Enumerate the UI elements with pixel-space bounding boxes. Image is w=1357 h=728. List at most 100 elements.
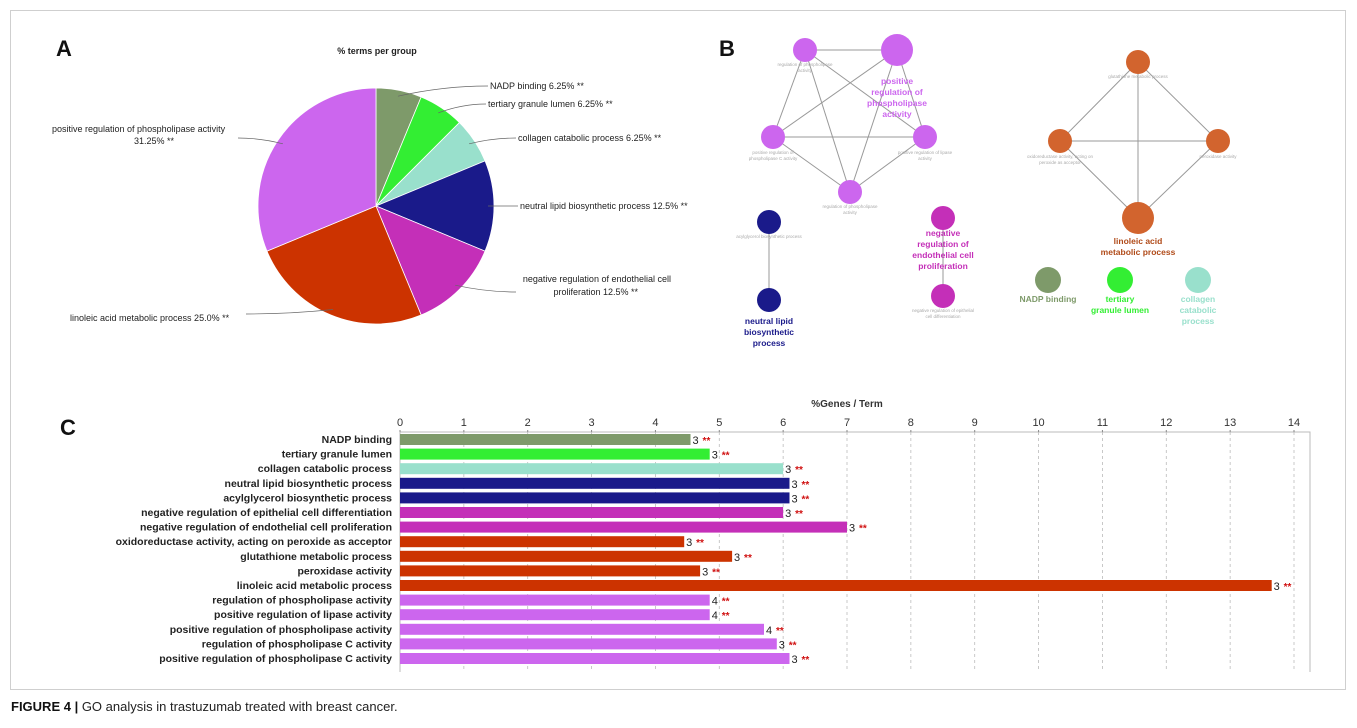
network-edge [772,136,851,193]
bar-count-label: 3 [1274,581,1280,593]
pie-slice-label: positive regulation of phospholipase act… [52,124,226,134]
go-network: regulation of phospholipaseactivityposit… [736,34,1237,348]
bar [400,536,685,548]
network-edge [804,49,926,138]
network-node-label: activity [798,68,813,73]
pie-leader-line [455,284,517,293]
network-node-label: positive regulation of lipase [898,150,953,155]
network-edge [1137,61,1219,142]
network-node [757,288,781,312]
pie-slice-label: proliferation 12.5% ** [553,287,638,297]
pie-leader-line [438,103,487,114]
network-node-label: granule lumen [1091,305,1149,315]
x-tick-label: 10 [1032,417,1044,429]
bar [400,507,784,518]
network-node-label: neutral lipid [745,316,793,326]
bar-count-label: 3 [779,639,785,651]
network-node-label: regulation of phospholipase [777,62,833,67]
bar-significance-label: ** [722,451,730,462]
bar-category-label: linoleic acid metabolic process [237,580,392,592]
bar [400,594,710,606]
bar-category-label: positive regulation of phospholipase C a… [159,653,392,665]
network-node-label: oxidoreductase activity, acting on [1027,154,1093,159]
pie-slice-label: neutral lipid biosynthetic process 12.5%… [520,201,688,211]
x-tick-label: 4 [652,417,658,429]
bar-significance-label: ** [712,567,720,578]
bar-count-label: 3 [702,566,708,578]
network-node-label: activity [843,210,858,215]
pie-title: % terms per group [337,46,417,56]
network-node [1126,50,1150,74]
panel-a-letter: A [56,36,72,61]
network-node-label: activity [918,156,933,161]
bar-significance-label: ** [802,494,810,505]
pie-slice-label: tertiary granule lumen 6.25% ** [488,99,613,109]
bar [400,609,710,621]
bar-significance-label: ** [795,509,803,520]
bar [400,463,784,475]
bar [400,448,710,460]
network-node [881,34,913,66]
bar-count-label: 4 [766,625,772,637]
network-node-label: positive regulation of [752,150,794,155]
bar-count-label: 3 [792,479,798,491]
bar-significance-label: ** [744,553,752,564]
network-node-label: peroxide as acceptor [1039,160,1081,165]
x-tick-label: 9 [972,417,978,429]
network-node-label: metabolic process [1101,247,1176,257]
bar-category-label: acylglycerol biosynthetic process [223,492,392,504]
bar-category-label: glutathione metabolic process [240,551,392,563]
network-node-label: collagen [1181,294,1215,304]
network-node-label: activity [882,109,912,119]
network-node [1185,267,1211,293]
network-node-label: process [1182,316,1215,326]
pie-chart: % terms per group NADP binding 6.25% ** te… [52,46,688,325]
pie-leader-line [245,309,334,315]
bar-category-label: NADP binding [322,434,392,446]
bar [400,550,733,562]
pie-slice-label: collagen catabolic process 6.25% ** [518,133,662,143]
bar-category-label: neutral lipid biosynthetic process [225,478,393,490]
bar-significance-label: ** [789,640,797,651]
network-node [1107,267,1133,293]
network-node-label: proliferation [918,261,968,271]
caption-text: GO analysis in trastuzumab treated with … [78,699,398,714]
bar-count-label: 4 [712,596,718,608]
network-edge [849,49,898,193]
network-node-label: phospholipase [867,98,927,108]
pie-leader-line [469,137,517,145]
x-tick-label: 2 [525,417,531,429]
bar-significance-label: ** [776,626,784,637]
bar-count-label: 3 [785,464,791,476]
x-tick-label: 11 [1097,417,1108,429]
bar-significance-label: ** [795,465,803,476]
network-node [1048,129,1072,153]
network-node-label: acylglycerol biosynthetic process [736,234,802,239]
bar-category-label: negative regulation of epithelial cell d… [141,507,392,519]
bar-category-label: peroxidase activity [297,565,392,577]
x-tick-label: 0 [397,417,403,429]
bar-significance-label: ** [802,655,810,666]
bar [400,623,764,635]
network-node-label: biosynthetic [744,327,794,337]
bar [400,580,1272,591]
network-node-label: tertiary [1106,294,1135,304]
figure-caption: FIGURE 4 | GO analysis in trastuzumab tr… [11,699,398,714]
pie-slice-label: linoleic acid metabolic process 25.0% ** [70,313,230,323]
pie-slice [257,87,377,252]
network-edge [772,49,898,138]
bar-count-label: 3 [734,552,740,564]
figure-frame [10,10,1346,690]
network-node-label: negative regulation of epithelial [912,308,974,313]
bar-category-label: regulation of phospholipase C activity [202,638,392,650]
network-node [838,180,862,204]
bar-significance-label: ** [703,436,711,447]
network-node [793,38,817,62]
bar [400,521,847,533]
bar-significance-label: ** [696,538,704,549]
bar-count-label: 3 [849,523,855,535]
network-node-label: cell differentiation [926,314,961,319]
network-edge [1059,61,1139,142]
bar [400,434,691,445]
network-edge [804,49,851,193]
